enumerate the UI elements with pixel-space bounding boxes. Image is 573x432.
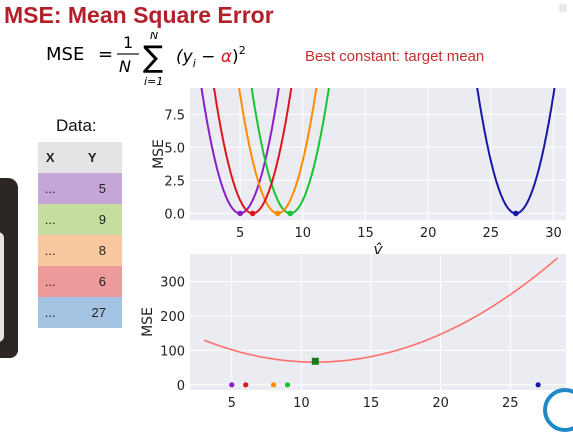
- plot-area: [190, 254, 566, 390]
- x-tick-label: 10: [293, 396, 310, 411]
- series-minimum-point: [249, 210, 256, 217]
- series-minimum-point: [237, 210, 243, 217]
- y-tick-label: 0.0: [164, 207, 185, 222]
- target-point: [229, 382, 235, 388]
- table-row: ... 6: [38, 266, 122, 297]
- x-axis-label: α: [373, 410, 384, 416]
- column-header-x: X: [38, 142, 63, 173]
- channel-logo: [543, 388, 573, 432]
- formula-lhs: MSE: [46, 44, 84, 65]
- per-target-mse-chart: 5 10 15 20 25 30 0.0 2.5 5.0 7.5 ŷ MSE: [151, 88, 566, 254]
- target-point: [270, 382, 277, 388]
- series-minimum-point: [287, 210, 294, 217]
- y-tick-label: 5.0: [164, 141, 185, 156]
- slide-title: MSE: Mean Square Error: [4, 2, 274, 28]
- formula-frac-num: 1: [123, 33, 133, 52]
- table-cell-y: 6: [62, 266, 122, 297]
- window-corner-mark: [559, 4, 567, 12]
- total-mse-chart: 5 10 15 20 25 0 100 200 300 α MSE: [140, 254, 566, 416]
- column-header-y: Y: [62, 142, 122, 173]
- table-row: ... 9: [38, 204, 122, 235]
- y-tick-label: 0: [177, 379, 185, 394]
- target-point: [284, 382, 291, 388]
- table-cell-y: 27: [62, 297, 122, 328]
- y-tick-label: 100: [160, 344, 185, 359]
- x-tick-label: 30: [545, 226, 562, 241]
- table-cell-x: ...: [38, 173, 63, 204]
- x-tick-label: 25: [502, 396, 519, 411]
- table-cell-y: 9: [62, 204, 122, 235]
- formula-term: (yi − α)2: [176, 44, 246, 70]
- plot-area: [190, 88, 566, 220]
- plot-content: [203, 257, 559, 388]
- x-tick-label: 5: [228, 396, 236, 411]
- x-tick-label: 5: [236, 226, 244, 241]
- presenter-shirt: [0, 232, 4, 342]
- y-tick-label: 200: [160, 310, 185, 325]
- data-table-header: X Y: [38, 142, 122, 173]
- x-tick-label: 20: [432, 396, 449, 411]
- best-constant-note: Best constant: target mean: [305, 48, 485, 65]
- target-point: [243, 382, 249, 388]
- table-cell-x: ...: [38, 235, 63, 266]
- series-minimum-point: [274, 210, 281, 217]
- x-tick-label: 25: [483, 226, 500, 241]
- target-point: [535, 382, 541, 388]
- table-cell-x: ...: [38, 266, 63, 297]
- formula-sigma: ∑: [143, 40, 163, 75]
- formula-frac-den: N: [119, 57, 131, 76]
- x-tick-label: 20: [420, 226, 437, 241]
- table-cell-x: ...: [38, 204, 63, 235]
- formula-sum-bottom: i=1: [144, 75, 163, 88]
- x-axis-label: ŷ: [372, 240, 383, 254]
- y-tick-label: 7.5: [164, 108, 185, 123]
- mse-minimum-marker: [311, 357, 319, 365]
- table-row: ... 5: [38, 173, 122, 204]
- x-tick-label: 10: [295, 226, 312, 241]
- table-cell-y: 8: [62, 235, 122, 266]
- y-tick-label: 300: [160, 276, 185, 291]
- data-label: Data:: [56, 116, 97, 135]
- mse-curve: [203, 257, 559, 363]
- data-table: X Y ... 5 ... 9 ... 8 ... 6 ... 27: [38, 142, 122, 328]
- plot-content: [200, 88, 556, 217]
- x-tick-label: 15: [357, 226, 374, 241]
- series-minimum-point: [513, 210, 519, 217]
- formula-sum-top: N: [150, 32, 158, 42]
- formula-equals: =: [98, 44, 113, 65]
- table-row: ... 8: [38, 235, 122, 266]
- table-row: ... 27: [38, 297, 122, 328]
- presenter-silhouette: [0, 178, 18, 358]
- table-cell-x: ...: [38, 297, 63, 328]
- y-axis-label: MSE: [140, 307, 156, 337]
- table-cell-y: 5: [62, 173, 122, 204]
- y-axis-label: MSE: [151, 139, 167, 169]
- mse-formula: MSE = 1 N N ∑ i=1 (yi − α)2: [46, 32, 246, 88]
- x-tick-label: 15: [363, 396, 380, 411]
- y-tick-label: 2.5: [164, 174, 185, 189]
